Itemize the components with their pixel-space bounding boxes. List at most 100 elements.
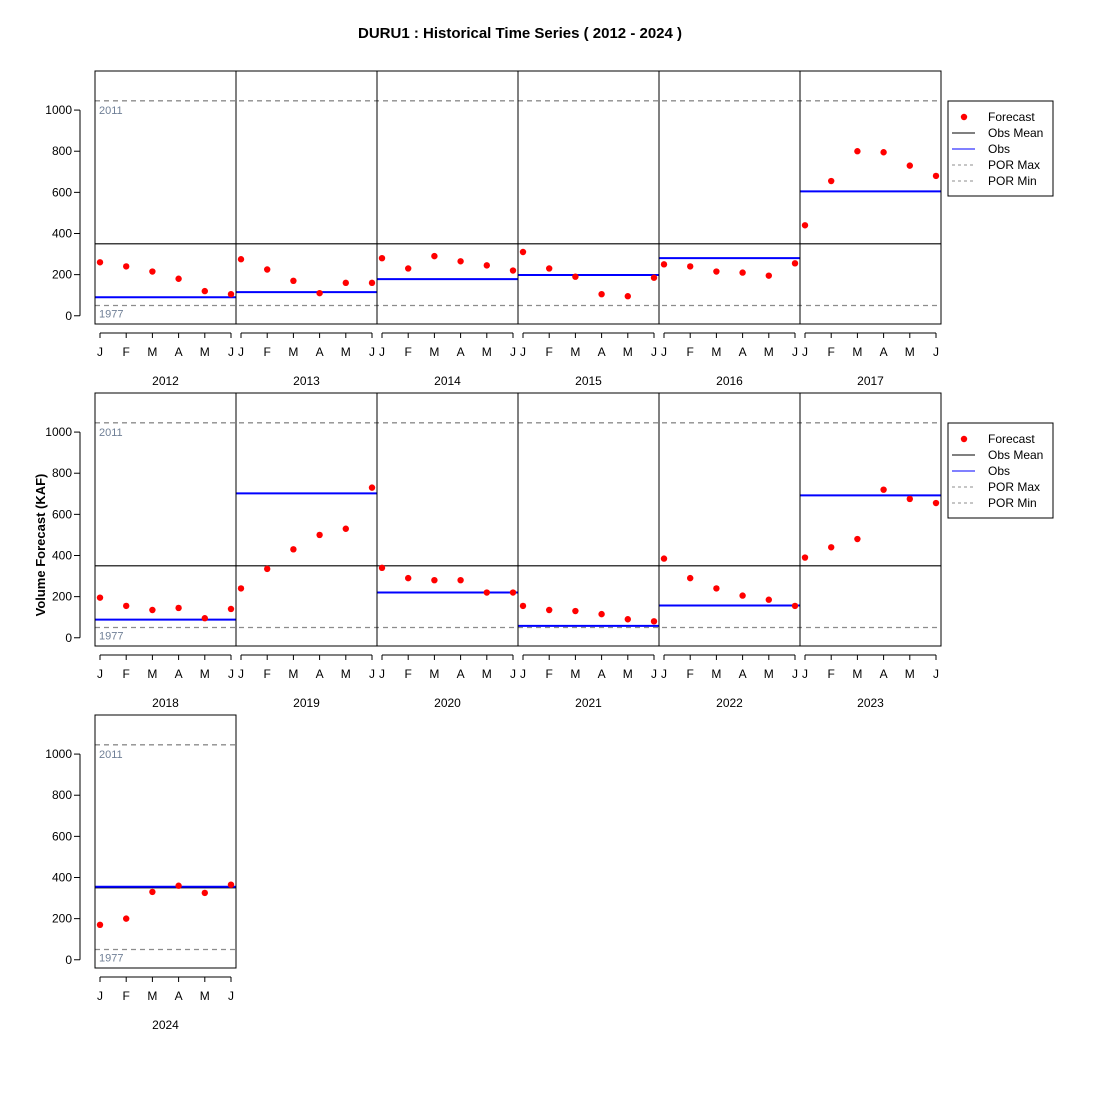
forecast-point bbox=[405, 265, 412, 272]
x-tick-label: J bbox=[97, 345, 103, 359]
x-tick-label: A bbox=[316, 667, 324, 681]
x-tick-label: A bbox=[316, 345, 324, 359]
x-tick-label: A bbox=[739, 667, 747, 681]
x-tick-label: M bbox=[147, 989, 157, 1003]
forecast-point bbox=[290, 277, 297, 285]
y-axis: 0 200 400 600 800 1000 bbox=[45, 747, 81, 967]
x-tick-label: M bbox=[570, 667, 580, 681]
x-tick-label: F bbox=[123, 345, 130, 359]
x-tick-label: J bbox=[510, 667, 516, 681]
forecast-point bbox=[572, 273, 579, 280]
year-label: 2013 bbox=[293, 374, 320, 388]
forecast-point bbox=[828, 177, 835, 185]
forecast-point bbox=[546, 606, 553, 614]
year-label: 2024 bbox=[152, 1018, 179, 1032]
x-tick-label: M bbox=[200, 989, 210, 1003]
x-tick-label: J bbox=[97, 667, 103, 681]
y-tick-label: 800 bbox=[52, 144, 72, 158]
y-tick-label: 400 bbox=[52, 226, 72, 240]
forecast-point bbox=[175, 275, 182, 282]
forecast-point bbox=[713, 585, 720, 592]
forecast-point bbox=[237, 256, 245, 263]
forecast-point bbox=[519, 602, 527, 610]
forecast-point bbox=[713, 268, 720, 275]
y-tick-label: 800 bbox=[52, 788, 72, 802]
forecast-point bbox=[431, 576, 438, 584]
panel-frame bbox=[799, 70, 942, 325]
panel-frame bbox=[517, 70, 660, 325]
x-tick-label: J bbox=[369, 667, 375, 681]
por-max-label: 2011 bbox=[99, 105, 123, 117]
forecast-point bbox=[546, 265, 553, 272]
year-panel-2017: J F M A M J 2017 bbox=[799, 70, 942, 388]
legend-label: Forecast bbox=[988, 110, 1035, 124]
x-tick-label: J bbox=[379, 667, 385, 681]
forecast-point bbox=[123, 263, 130, 270]
por-min-label: 1977 bbox=[99, 308, 123, 320]
chart-row: 2011 1977 0 200 400 600 800 1000 J F M A M J 2012 J F M A M… bbox=[45, 70, 1054, 388]
forecast-point bbox=[854, 148, 861, 155]
x-tick-label: M bbox=[429, 345, 439, 359]
forecast-point bbox=[932, 499, 940, 507]
x-tick-label: M bbox=[147, 667, 157, 681]
x-tick-label: A bbox=[880, 667, 888, 681]
x-tick-label: M bbox=[570, 345, 580, 359]
y-tick-label: 600 bbox=[52, 507, 72, 521]
legend-forecast-marker bbox=[960, 113, 968, 121]
year-panel-2013: J F M A M J 2013 bbox=[235, 70, 378, 388]
legend-label: POR Min bbox=[988, 174, 1037, 188]
x-tick-label: M bbox=[852, 667, 862, 681]
forecast-point bbox=[457, 258, 464, 265]
x-tick-label: A bbox=[739, 345, 747, 359]
x-tick-label: J bbox=[802, 345, 808, 359]
forecast-point bbox=[660, 555, 668, 562]
y-tick-label: 400 bbox=[52, 548, 72, 562]
x-tick-label: J bbox=[379, 345, 385, 359]
forecast-point bbox=[457, 576, 464, 584]
forecast-point bbox=[650, 618, 658, 625]
por-min-label: 1977 bbox=[99, 952, 123, 964]
legend-forecast-marker bbox=[960, 435, 968, 443]
forecast-point bbox=[96, 259, 104, 266]
x-tick-label: M bbox=[711, 667, 721, 681]
legend-symbol bbox=[960, 113, 968, 121]
x-tick-label: M bbox=[482, 345, 492, 359]
x-tick-label: J bbox=[97, 989, 103, 1003]
forecast-point bbox=[880, 149, 887, 156]
forecast-point bbox=[598, 610, 605, 618]
x-tick-label: M bbox=[764, 667, 774, 681]
x-tick-label: J bbox=[228, 989, 234, 1003]
x-tick-label: A bbox=[880, 345, 888, 359]
por-max-label: 2011 bbox=[99, 427, 123, 439]
x-tick-label: F bbox=[687, 667, 694, 681]
forecast-point bbox=[572, 607, 579, 615]
panel-frame bbox=[376, 70, 519, 325]
x-tick-label: J bbox=[661, 345, 667, 359]
x-tick-label: J bbox=[933, 667, 939, 681]
year-panel-2023: J F M A M J 2023 bbox=[799, 392, 942, 710]
year-label: 2016 bbox=[716, 374, 743, 388]
x-tick-label: A bbox=[598, 667, 606, 681]
x-tick-label: M bbox=[482, 667, 492, 681]
chart-row: 2011 1977 0 200 400 600 800 1000 J F M A M J 2018 J F M A M… bbox=[45, 392, 1054, 710]
forecast-point bbox=[765, 596, 772, 603]
forecast-point bbox=[342, 279, 349, 287]
y-axis-label: Volume Forecast (KAF) bbox=[33, 474, 48, 617]
x-tick-label: F bbox=[546, 345, 553, 359]
forecast-point bbox=[123, 915, 130, 922]
x-tick-label: A bbox=[175, 345, 183, 359]
forecast-point bbox=[264, 565, 271, 573]
forecast-point bbox=[687, 574, 694, 582]
forecast-point bbox=[624, 293, 631, 300]
x-tick-label: F bbox=[123, 989, 130, 1003]
x-tick-label: J bbox=[520, 667, 526, 681]
y-tick-label: 0 bbox=[65, 953, 72, 967]
x-tick-label: J bbox=[520, 345, 526, 359]
x-tick-label: F bbox=[264, 345, 271, 359]
forecast-point bbox=[149, 888, 156, 896]
x-tick-label: F bbox=[123, 667, 130, 681]
forecast-point bbox=[175, 604, 182, 612]
year-panel-2022: J F M A M J 2022 bbox=[658, 392, 801, 710]
year-panel-2018: J F M A M J 2018 bbox=[94, 392, 237, 710]
panel-frame bbox=[517, 392, 660, 647]
